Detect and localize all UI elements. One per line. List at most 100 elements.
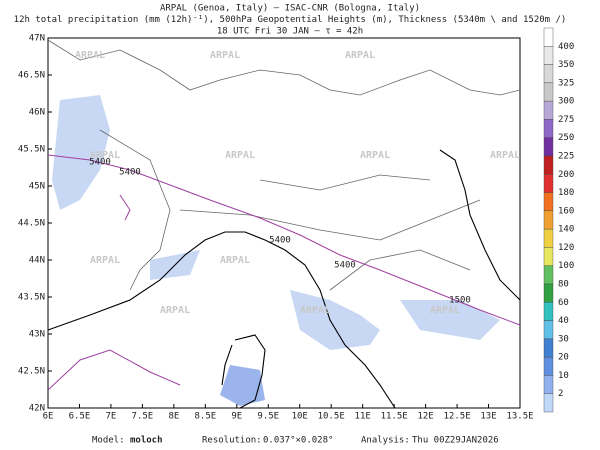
colorbar-label: 20: [558, 353, 569, 363]
colorbar-label: 200: [558, 170, 574, 180]
border: [47, 39, 521, 96]
border: [179, 199, 481, 241]
coastline: [47, 231, 396, 409]
colorbar-label: 140: [558, 225, 574, 235]
lon-label: 12.5E: [444, 412, 471, 422]
colorbar-label: 350: [558, 60, 574, 70]
lon-label: 6E: [43, 412, 54, 422]
footer-model-label: Model:: [92, 436, 125, 446]
lon-label: 8.5E: [194, 412, 216, 422]
map-labels: 6E 6.5E 7E 7.5E 8E 8.5E 9E 9.5E 10E 10.5E 11E 11.5E…: [18, 34, 534, 422]
lon-label: 11E: [355, 412, 371, 422]
borders: [47, 39, 521, 291]
contour-line: [47, 154, 521, 326]
colorbar-label: 325: [558, 78, 574, 88]
footer-analysis: Thu 00Z29JAN2026: [412, 436, 499, 446]
contour-label: 5400: [119, 168, 141, 178]
watermark: ARPAL: [225, 150, 255, 161]
colorbar-segment: [543, 82, 554, 102]
lon-label: 10.5E: [318, 412, 345, 422]
coastline: [221, 334, 266, 409]
colorbar-label: 40: [558, 316, 569, 326]
lon-label: 9.5E: [257, 412, 279, 422]
lat-label: 45.5N: [18, 145, 45, 155]
lon-label: 10E: [292, 412, 308, 422]
colorbar-segment: [543, 174, 554, 193]
lat-label: 47N: [29, 34, 45, 44]
lon-label: 8E: [168, 412, 179, 422]
colorbar-label: 60: [558, 298, 569, 308]
lon-label: 13.5E: [506, 412, 533, 422]
border: [329, 249, 471, 291]
footer-resolution-label: Resolution:: [202, 436, 262, 446]
colorbar-label: 180: [558, 188, 574, 198]
contour-line: [47, 349, 181, 391]
map-frame: [47, 37, 521, 409]
colorbar-label: 275: [558, 115, 574, 125]
colorbar-segment: [543, 210, 554, 230]
colorbar-segment: [543, 247, 554, 266]
footer: Model: moloch Resolution: 0.037°×0.028° Anal…: [92, 436, 499, 446]
contours: [47, 154, 521, 391]
precip-area: [400, 300, 500, 340]
lat-label: 44.5N: [18, 219, 45, 229]
colorbar-label: 100: [558, 261, 574, 271]
lat-label: 44N: [29, 256, 45, 266]
contour-label: 5400: [269, 236, 291, 246]
colorbar-segment: [543, 265, 554, 285]
watermark: ARPAL: [490, 150, 520, 161]
coastlines: [47, 149, 521, 409]
watermark: ARPAL: [360, 150, 390, 161]
colorbar-label: 250: [558, 133, 574, 143]
colorbar: 400 350 325 300 275 250 225 200 180 160 140 120 100 8…: [543, 27, 574, 413]
lat-label: 43N: [29, 330, 45, 340]
contour-label: 5400: [334, 261, 356, 271]
colorbar-label: 300: [558, 97, 574, 107]
contour-label: 5400: [89, 158, 111, 168]
lon-label: 7.5E: [132, 412, 154, 422]
contour-line: [119, 194, 131, 221]
precipitation: [52, 95, 500, 406]
lat-label: 45N: [29, 182, 45, 192]
lon-label: 13E: [480, 412, 496, 422]
colorbar-segment: [543, 228, 554, 248]
colorbar-segment: [543, 137, 554, 157]
lon-label: 7E: [106, 412, 117, 422]
colorbar-segment: [543, 283, 554, 303]
watermark: ARPAL: [345, 50, 375, 61]
title-line: ARPAL (Genoa, Italy) — ISAC-CNR (Bologna…: [160, 4, 420, 14]
colorbar-segment: [543, 155, 554, 175]
precip-area: [52, 95, 110, 210]
lon-label: 12E: [417, 412, 433, 422]
colorbar-label: 120: [558, 243, 574, 253]
colorbar-segment: [543, 119, 554, 138]
colorbar-segment: [543, 338, 554, 358]
precip-area: [290, 290, 380, 350]
watermark: ARPAL: [75, 50, 105, 61]
colorbar-label: 30: [558, 334, 569, 344]
lat-label: 42N: [29, 404, 45, 414]
title-line: 12h total precipitation (mm (12h)⁻¹), 50…: [14, 15, 567, 25]
precip-area: [220, 365, 265, 406]
watermark: ARPAL: [90, 255, 120, 266]
colorbar-segment: [543, 375, 554, 394]
lat-label: 46.5N: [18, 71, 45, 81]
colorbar-segment: [543, 46, 554, 65]
border: [259, 174, 431, 191]
contour-label: 1500: [449, 296, 471, 306]
footer-resolution: 0.037°×0.028°: [263, 436, 333, 446]
colorbar-segment: [543, 320, 554, 340]
lon-label: 6.5E: [69, 412, 91, 422]
colorbar-label: 10: [558, 371, 569, 381]
colorbar-segment: [543, 302, 554, 321]
watermark: ARPAL: [210, 50, 240, 61]
colorbar-label: 160: [558, 206, 574, 216]
watermark: ARPAL: [220, 255, 250, 266]
title-line: 18 UTC Fri 30 JAN — τ = 42h: [217, 27, 363, 37]
header: ARPAL (Genoa, Italy) — ISAC-CNR (Bologna…: [14, 4, 567, 37]
colorbar-label: 400: [558, 42, 574, 52]
watermark: ARPAL: [160, 305, 190, 316]
colorbar-segment: [543, 27, 554, 47]
lat-label: 43.5N: [18, 293, 45, 303]
